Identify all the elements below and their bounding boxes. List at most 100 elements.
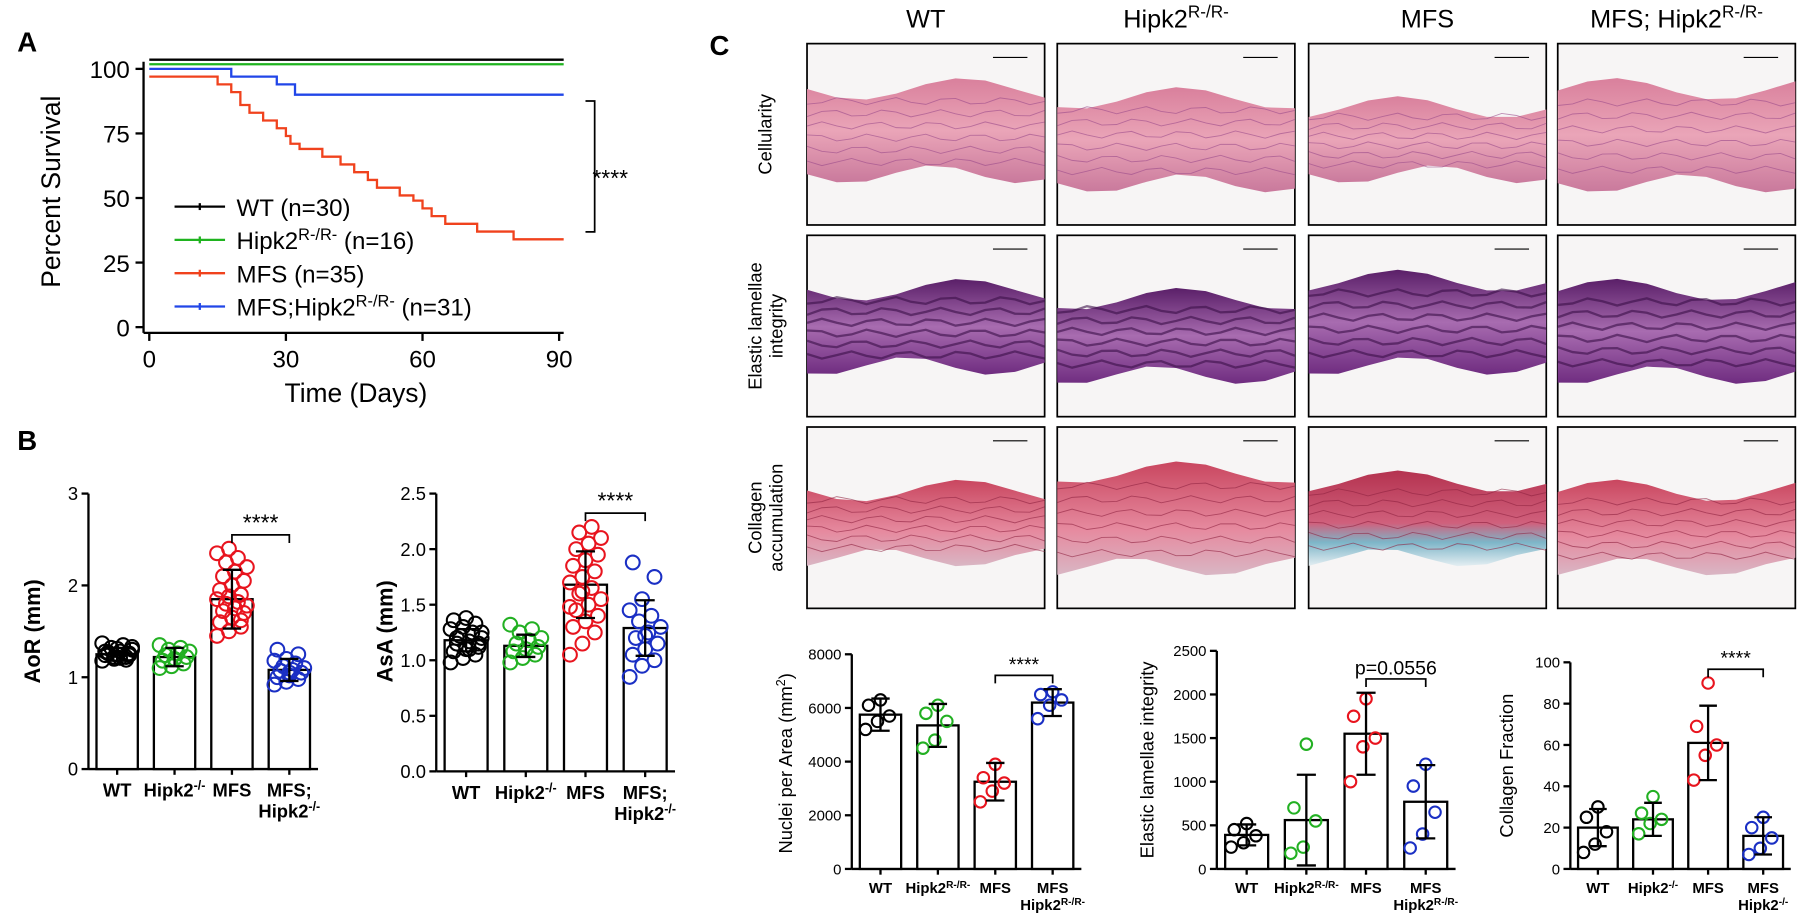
tissue-fiber [1308,160,1547,169]
data-point [1227,822,1242,837]
y-tick-label: 50 [103,186,130,213]
data-point [1701,676,1715,690]
tissue-fiber [1057,304,1296,315]
y-tick-label: 1500 [1173,730,1206,747]
data-point [652,619,669,635]
data-point [1308,814,1323,828]
data-point [1576,845,1591,860]
tissue-fiber [1057,106,1295,115]
error-bar [871,697,890,732]
data-point [296,660,313,676]
error-bar [1644,801,1662,838]
histology-image [806,42,1046,226]
tissue-fiber [1308,288,1547,298]
significance-bracket [584,512,647,522]
histology-image [1556,234,1797,418]
data-point [461,641,478,658]
histology-image [1307,426,1548,610]
significance-bracket [231,534,291,543]
data-point [1579,810,1594,825]
column-header: MFS; Hipk2R-/R- [1590,2,1763,34]
tissue-fiber [806,157,1045,167]
data-point [586,624,603,641]
tissue-fiber [806,109,1045,118]
data-point [621,669,638,685]
data-point [1634,806,1649,820]
tissue-fiber [1056,315,1296,326]
x-tick-label: Hipk2R-/R- [905,880,970,898]
tissue-fiber [1057,154,1296,163]
error-bar [107,646,127,662]
column-header: WT [906,6,945,34]
tissue-fiber [1057,522,1295,531]
data-point [1030,711,1045,726]
data-point [562,646,578,663]
x-tick-label: WT [103,780,132,801]
y-tick-label: 0 [1198,861,1206,878]
annotation: p=0.0556 [1355,657,1437,679]
data-point [643,607,660,624]
tissue-fiber [806,97,1045,106]
y-tick-label: 1.0 [400,650,426,671]
y-axis-label: Collagen Fraction [1496,694,1517,838]
y-tick-label: 1000 [1173,774,1206,791]
data-point [502,616,519,633]
y-tick-label: 0 [116,315,129,342]
data-point [1643,816,1657,831]
error-bar [928,702,948,749]
x-tick-label: Hipk2-/- [144,779,206,801]
tissue-fiber [1308,300,1547,310]
bar [443,639,489,773]
data-point [562,598,578,615]
tissue-fiber [1308,150,1547,160]
bar [95,653,139,771]
data-point [1588,837,1602,851]
tissue-fiber [1557,540,1796,549]
significance-bracket [1365,678,1427,687]
data-point [985,784,1000,798]
tissue-fiber [1557,529,1796,539]
tissue-fiber [1557,98,1796,107]
data-point [1689,719,1704,734]
y-tick-label: 100 [90,57,130,84]
y-axis-label: Nuclei per Area (mm2) [774,673,796,853]
data-point [221,540,237,557]
y-axis-label: AsA (mm) [373,580,398,682]
tissue-band [807,479,1045,567]
y-tick-label: 1 [68,667,78,688]
tissue-band [1557,78,1796,193]
data-point [1249,829,1263,843]
data-point [1599,824,1614,839]
data-point [121,647,138,664]
tissue-fiber [1308,499,1547,508]
data-point [238,559,255,575]
tissue-fiber [1557,165,1796,174]
x-tick-label: MFS [566,782,605,803]
tissue-fiber [1056,359,1296,369]
x-tick-label: 30 [272,346,299,373]
tissue-fiber [1557,297,1796,307]
error-bar [1296,773,1316,867]
y-tick-label: 2000 [808,808,841,825]
tissue-fiber [806,133,1045,142]
data-point [1654,812,1669,827]
data-point [533,630,550,646]
bar [267,668,312,771]
x-tick-label: MFS; Hipk2-/- [258,780,320,822]
tissue-fiber [1557,357,1796,368]
y-tick-label: 2.0 [400,539,426,560]
tissue-fiber [806,350,1045,360]
y-tick-label: 0.0 [400,761,426,782]
histology-image [806,234,1046,418]
tissue-fiber [1308,348,1547,359]
legend-label: Hipk2R-/R- (n=16) [237,226,415,255]
tissue-fiber [1057,508,1295,517]
error-bar [1237,823,1257,847]
histology-image [1307,234,1548,418]
data-point [1368,731,1383,745]
survival-line [149,67,564,96]
annotation: **** [243,509,279,535]
data-point [1287,801,1301,815]
data-point [574,583,591,600]
data-point [593,530,609,546]
